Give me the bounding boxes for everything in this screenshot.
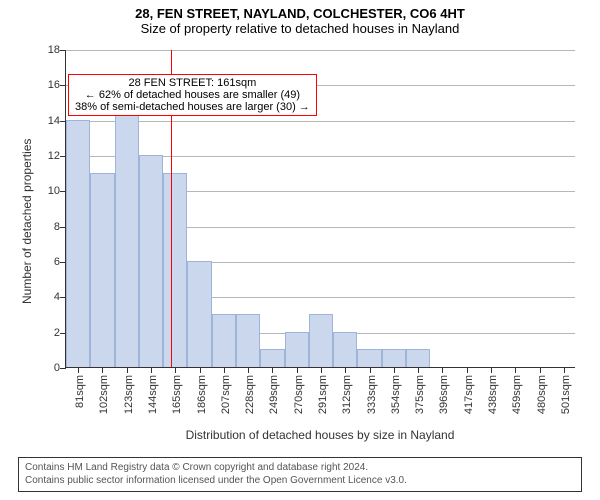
histogram-bar (357, 349, 381, 367)
ytick-mark (60, 368, 66, 369)
xtick-label: 81sqm (74, 375, 86, 408)
histogram-bar (285, 332, 309, 367)
x-axis-label: Distribution of detached houses by size … (65, 428, 575, 442)
xtick-mark (127, 367, 128, 373)
ytick-label: 12 (48, 150, 60, 162)
histogram-bar (212, 314, 236, 367)
xtick-label: 480sqm (536, 375, 548, 414)
histogram-bar (309, 314, 333, 367)
histogram-bar (163, 173, 187, 367)
xtick-label: 459sqm (511, 375, 523, 414)
xtick-mark (151, 367, 152, 373)
histogram-bar (236, 314, 260, 367)
xtick-label: 186sqm (196, 375, 208, 414)
ytick-label: 14 (48, 115, 60, 127)
xtick-mark (467, 367, 468, 373)
xtick-mark (248, 367, 249, 373)
xtick-mark (418, 367, 419, 373)
xtick-mark (515, 367, 516, 373)
xtick-label: 165sqm (171, 375, 183, 414)
xtick-mark (345, 367, 346, 373)
annotation-line: 28 FEN STREET: 161sqm (75, 77, 310, 89)
histogram-bar (115, 102, 139, 367)
xtick-mark (200, 367, 201, 373)
histogram-bar (66, 120, 90, 367)
xtick-mark (540, 367, 541, 373)
xtick-mark (321, 367, 322, 373)
ytick-label: 2 (54, 327, 60, 339)
xtick-mark (102, 367, 103, 373)
histogram-bar (139, 155, 163, 367)
xtick-label: 501sqm (560, 375, 572, 414)
xtick-label: 228sqm (244, 375, 256, 414)
xtick-label: 144sqm (147, 375, 159, 414)
xtick-label: 354sqm (390, 375, 402, 414)
annotation-box: 28 FEN STREET: 161sqm← 62% of detached h… (68, 74, 317, 116)
xtick-label: 207sqm (220, 375, 232, 414)
xtick-mark (370, 367, 371, 373)
xtick-label: 123sqm (123, 375, 135, 414)
annotation-line: 38% of semi-detached houses are larger (… (75, 101, 310, 113)
histogram-bar (90, 173, 114, 367)
ytick-label: 4 (54, 291, 60, 303)
histogram-bar (382, 349, 406, 367)
histogram-chart: 0 2 4 6 8 10 12 14 16 18 81sqm 102sqm 123sqm 144sqm 16… (0, 0, 600, 500)
xtick-label: 396sqm (438, 375, 450, 414)
xtick-label: 249sqm (268, 375, 280, 414)
xtick-label: 270sqm (293, 375, 305, 414)
xtick-label: 417sqm (463, 375, 475, 414)
xtick-mark (272, 367, 273, 373)
ytick-label: 6 (54, 256, 60, 268)
xtick-label: 291sqm (317, 375, 329, 414)
ytick-label: 10 (48, 185, 60, 197)
ytick-label: 16 (48, 79, 60, 91)
ytick-label: 0 (54, 362, 60, 374)
footer-line: Contains HM Land Registry data © Crown c… (25, 462, 575, 475)
histogram-bar (260, 349, 284, 367)
histogram-bar (187, 261, 211, 367)
xtick-mark (564, 367, 565, 373)
ytick-label: 8 (54, 221, 60, 233)
xtick-mark (442, 367, 443, 373)
y-axis-label: Number of detached properties (20, 139, 34, 304)
xtick-label: 375sqm (414, 375, 426, 414)
footer-line: Contains public sector information licen… (25, 475, 575, 488)
xtick-label: 438sqm (487, 375, 499, 414)
xtick-mark (175, 367, 176, 373)
ytick-label: 18 (48, 44, 60, 56)
xtick-label: 102sqm (98, 375, 110, 414)
histogram-bar (333, 332, 357, 367)
histogram-bar (406, 349, 430, 367)
xtick-mark (224, 367, 225, 373)
annotation-line: ← 62% of detached houses are smaller (49… (75, 89, 310, 101)
xtick-label: 333sqm (366, 375, 378, 414)
attribution-footer: Contains HM Land Registry data © Crown c… (18, 457, 582, 492)
xtick-mark (78, 367, 79, 373)
plot-area: 02468101214161881sqm102sqm123sqm144sqm16… (65, 50, 575, 368)
xtick-mark (491, 367, 492, 373)
xtick-mark (297, 367, 298, 373)
xtick-mark (394, 367, 395, 373)
xtick-label: 312sqm (341, 375, 353, 414)
